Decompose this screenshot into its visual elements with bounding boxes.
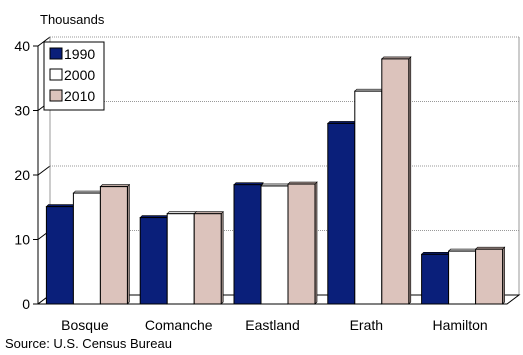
legend: 1990 2000 2010 <box>43 41 105 111</box>
bar <box>287 181 318 305</box>
bar <box>260 183 291 305</box>
bar-face <box>193 213 222 305</box>
bar-face <box>139 217 168 305</box>
x-tick-label: Eastland <box>245 317 299 333</box>
bar <box>193 210 224 305</box>
bar-face <box>233 184 262 305</box>
bar-face <box>260 185 289 305</box>
bar <box>166 210 197 305</box>
y-tick-label: 10 <box>14 232 30 248</box>
bars <box>45 56 506 305</box>
y-axis-label: Thousands <box>40 12 105 27</box>
bar-face <box>287 183 316 305</box>
bar <box>420 251 452 305</box>
bar-face <box>421 253 450 305</box>
legend-label: 2000 <box>64 67 95 83</box>
bar-face <box>166 213 195 305</box>
bar <box>45 203 77 305</box>
bar <box>474 246 506 305</box>
bar-face <box>327 122 356 305</box>
y-tick-label: 20 <box>14 167 30 183</box>
bar <box>354 88 385 305</box>
y-tick-label: 0 <box>22 296 30 312</box>
y-tick-label: 40 <box>14 38 30 54</box>
legend-label: 2010 <box>64 88 95 104</box>
bar-face <box>475 248 504 305</box>
bar <box>233 181 264 305</box>
y-tick-label: 30 <box>14 103 30 119</box>
x-tick-label: Comanche <box>145 317 213 333</box>
bar-face <box>45 206 74 305</box>
x-tick-label: Hamilton <box>432 317 487 333</box>
bar-face <box>72 192 101 305</box>
grid-side-edge <box>37 165 51 176</box>
bar-face <box>448 250 477 305</box>
tick-labels: 0 10 20 30 40 Bosque Comanche Eastland Erath Hami… <box>14 38 487 333</box>
legend-label: 1990 <box>64 46 95 62</box>
bar <box>99 183 131 305</box>
bar-face <box>99 186 128 305</box>
legend-swatch <box>49 47 63 60</box>
source-note: Source: U.S. Census Bureau <box>5 336 172 351</box>
legend-swatch <box>49 68 63 81</box>
x-tick-label: Erath <box>350 317 383 333</box>
bar <box>139 214 170 305</box>
bar <box>447 248 479 305</box>
bar-face <box>354 90 383 305</box>
bar <box>327 120 358 305</box>
bar <box>381 56 412 305</box>
x-tick-label: Bosque <box>61 317 109 333</box>
legend-swatch <box>49 89 63 102</box>
bar <box>72 190 104 305</box>
bar-face <box>381 58 410 305</box>
